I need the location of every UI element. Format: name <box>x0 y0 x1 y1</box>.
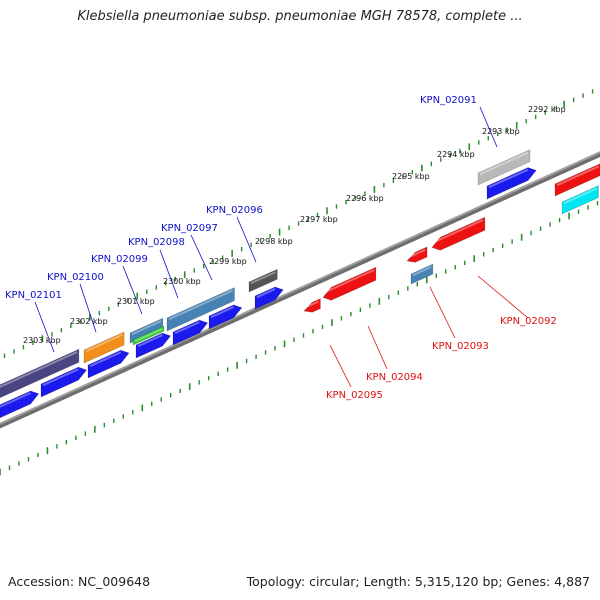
gene-label-kpn_02095: KPN_02095 <box>326 390 383 401</box>
tick-label-11: 2302 kbp <box>70 317 108 326</box>
tick-label-1: 2292 kbp <box>528 105 566 114</box>
leader-line <box>330 345 351 387</box>
leader-line <box>478 276 528 318</box>
tick-label-3: 2294 kbp <box>437 150 475 159</box>
leader-line <box>123 266 142 314</box>
tick-label-2: 2293 kbp <box>482 127 520 136</box>
leader-line <box>368 326 387 369</box>
gene-label-kpn_02098: KPN_02098 <box>128 237 185 248</box>
gene-label-kpn_02100: KPN_02100 <box>47 272 104 283</box>
tick-label-9: 2300 kbp <box>163 277 201 286</box>
gene-label-kpn_02099: KPN_02099 <box>91 254 148 265</box>
summary-text: Topology: circular; Length: 5,315,120 bp… <box>247 574 590 589</box>
genome-backbone <box>0 150 600 428</box>
gene-label-kpn_02092: KPN_02092 <box>500 316 557 327</box>
gene-label-kpn_02093: KPN_02093 <box>432 341 489 352</box>
gene-label-kpn_02097: KPN_02097 <box>161 223 218 234</box>
gene-label-kpn_02096: KPN_02096 <box>206 205 263 216</box>
tick-label-7: 2298 kbp <box>255 237 293 246</box>
tick-label-6: 2297 kbp <box>300 215 338 224</box>
leader-line <box>430 287 455 338</box>
genome-map: 2292 kbp 2293 kbp 2294 kbp 2295 kbp 2296 kbp… <box>0 0 600 600</box>
gene-label-kpn_02091: KPN_02091 <box>420 95 477 106</box>
tick-label-12: 2303 kbp <box>23 336 61 345</box>
accession-text: Accession: NC_009648 <box>8 574 150 589</box>
tick-label-8: 2299 kbp <box>209 257 247 266</box>
gene-label-kpn_02094: KPN_02094 <box>366 372 423 383</box>
tick-label-5: 2296 kbp <box>346 194 384 203</box>
leader-line <box>237 217 256 262</box>
leader-line <box>160 250 178 298</box>
tick-label-4: 2295 kbp <box>392 172 430 181</box>
gene-label-kpn_02101: KPN_02101 <box>5 290 62 301</box>
features-layer <box>0 150 600 420</box>
